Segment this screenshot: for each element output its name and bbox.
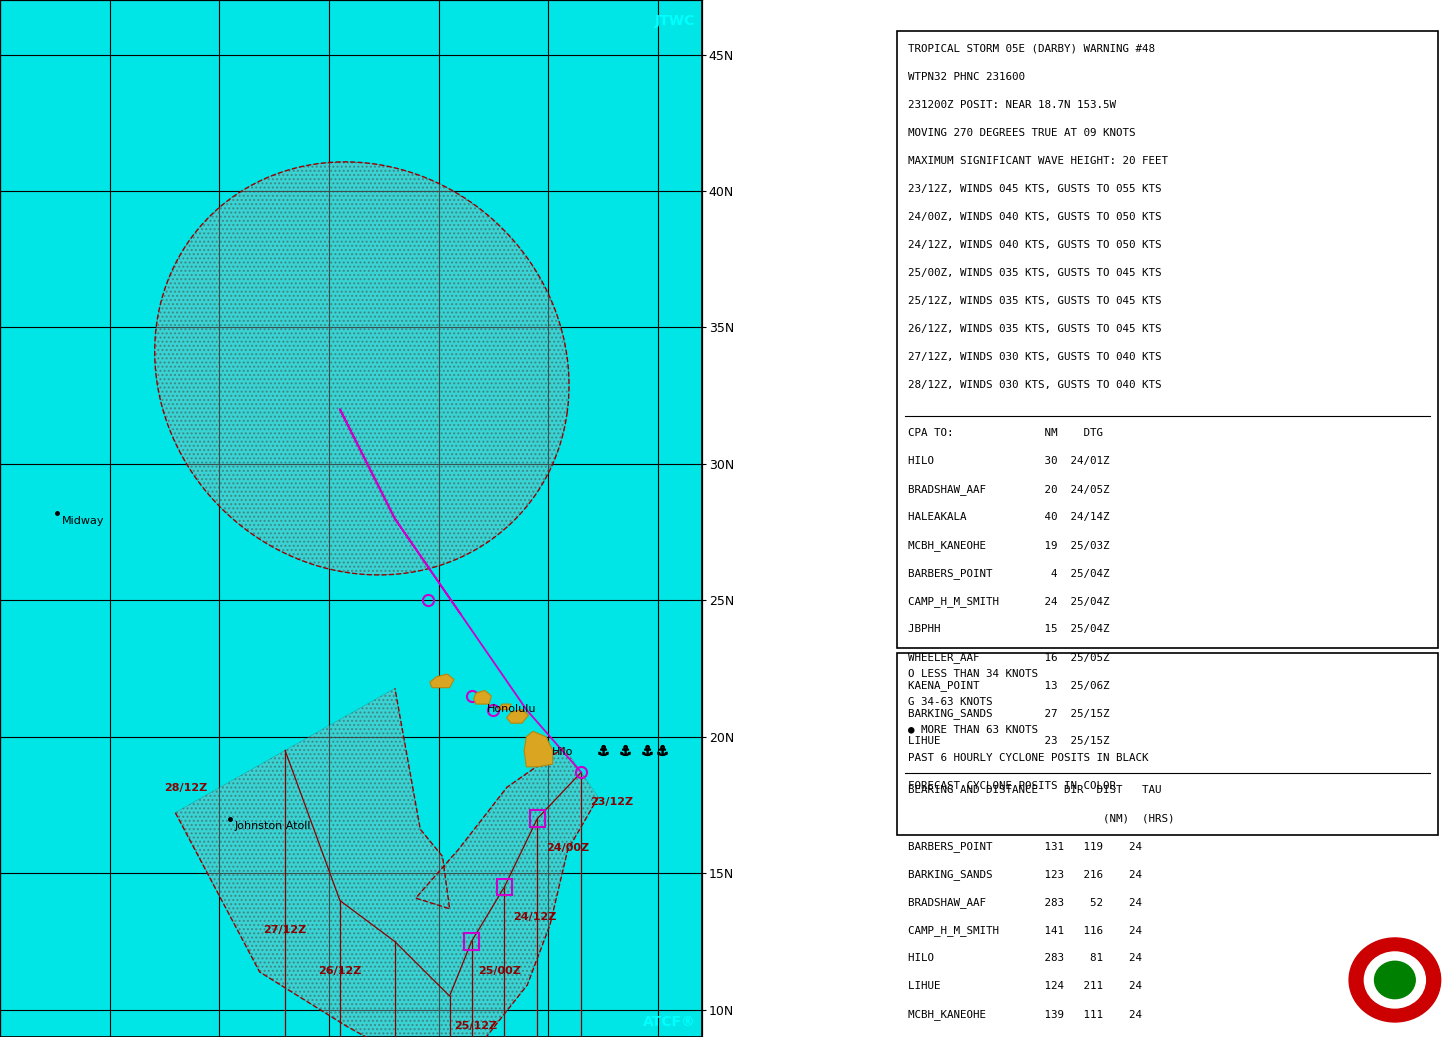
Text: BEARING AND DISTANCE    DIR  DIST   TAU: BEARING AND DISTANCE DIR DIST TAU <box>908 785 1162 795</box>
Text: CPA TO:              NM    DTG: CPA TO: NM DTG <box>908 428 1103 439</box>
Bar <box>530 811 545 826</box>
Bar <box>497 878 511 895</box>
Text: BARKING_SANDS        123   216    24: BARKING_SANDS 123 216 24 <box>908 869 1142 880</box>
Text: BRADSHAW_AAF         20  24/05Z: BRADSHAW_AAF 20 24/05Z <box>908 484 1110 496</box>
Text: Hilo: Hilo <box>552 748 572 757</box>
FancyBboxPatch shape <box>897 31 1438 648</box>
Polygon shape <box>507 709 529 723</box>
Text: HALEAKALA            40  24/14Z: HALEAKALA 40 24/14Z <box>908 512 1110 523</box>
Text: CAMP_H_M_SMITH       24  25/04Z: CAMP_H_M_SMITH 24 25/04Z <box>908 596 1110 608</box>
Text: Johnston Atoll: Johnston Atoll <box>235 821 311 832</box>
Text: WHEELER_AAF          16  25/05Z: WHEELER_AAF 16 25/05Z <box>908 652 1110 664</box>
Polygon shape <box>176 689 599 1037</box>
Text: O LESS THAN 34 KNOTS: O LESS THAN 34 KNOTS <box>908 669 1039 679</box>
Text: Honolulu: Honolulu <box>487 704 536 714</box>
Text: Midway: Midway <box>61 515 105 526</box>
Text: TROPICAL STORM 05E (DARBY) WARNING #48: TROPICAL STORM 05E (DARBY) WARNING #48 <box>908 44 1155 54</box>
Text: 24/00Z, WINDS 040 KTS, GUSTS TO 050 KTS: 24/00Z, WINDS 040 KTS, GUSTS TO 050 KTS <box>908 212 1162 222</box>
Text: PAST 6 HOURLY CYCLONE POSITS IN BLACK: PAST 6 HOURLY CYCLONE POSITS IN BLACK <box>908 753 1149 763</box>
Circle shape <box>1375 961 1415 999</box>
FancyBboxPatch shape <box>897 653 1438 835</box>
Text: WTPN32 PHNC 231600: WTPN32 PHNC 231600 <box>908 72 1026 82</box>
Text: JBPHH                15  25/04Z: JBPHH 15 25/04Z <box>908 624 1110 635</box>
Text: FORECAST CYCLONE POSITS IN COLOR: FORECAST CYCLONE POSITS IN COLOR <box>908 781 1116 791</box>
Text: HILO                 30  24/01Z: HILO 30 24/01Z <box>908 456 1110 467</box>
Text: 27/12Z: 27/12Z <box>263 925 307 935</box>
Text: 24/00Z: 24/00Z <box>546 843 590 853</box>
Polygon shape <box>154 162 570 574</box>
Text: ATCF®: ATCF® <box>642 1015 695 1029</box>
Text: ● MORE THAN 63 KNOTS: ● MORE THAN 63 KNOTS <box>908 725 1039 735</box>
Text: 23/12Z: 23/12Z <box>590 797 634 807</box>
Polygon shape <box>525 731 552 766</box>
Text: (NM)  (HRS): (NM) (HRS) <box>908 813 1175 823</box>
Text: 24/12Z: 24/12Z <box>513 912 556 922</box>
Text: 27/12Z, WINDS 030 KTS, GUSTS TO 040 KTS: 27/12Z, WINDS 030 KTS, GUSTS TO 040 KTS <box>908 352 1162 362</box>
Text: 23/12Z, WINDS 045 KTS, GUSTS TO 055 KTS: 23/12Z, WINDS 045 KTS, GUSTS TO 055 KTS <box>908 184 1162 194</box>
Text: 25/12Z: 25/12Z <box>453 1020 497 1031</box>
Text: 26/12Z: 26/12Z <box>318 966 362 976</box>
Text: 25/00Z, WINDS 035 KTS, GUSTS TO 045 KTS: 25/00Z, WINDS 035 KTS, GUSTS TO 045 KTS <box>908 268 1162 278</box>
Polygon shape <box>498 704 511 709</box>
Text: 231200Z POSIT: NEAR 18.7N 153.5W: 231200Z POSIT: NEAR 18.7N 153.5W <box>908 100 1116 110</box>
Text: MCBH_KANEOHE         139   111    24: MCBH_KANEOHE 139 111 24 <box>908 1009 1142 1020</box>
Text: G 34-63 KNOTS: G 34-63 KNOTS <box>908 697 992 707</box>
Text: BRADSHAW_AAF         283    52    24: BRADSHAW_AAF 283 52 24 <box>908 897 1142 908</box>
Text: 28/12Z: 28/12Z <box>164 783 208 793</box>
Text: MOVING 270 DEGREES TRUE AT 09 KNOTS: MOVING 270 DEGREES TRUE AT 09 KNOTS <box>908 128 1136 138</box>
Text: BARBERS_POINT        131   119    24: BARBERS_POINT 131 119 24 <box>908 841 1142 852</box>
Bar <box>464 933 479 950</box>
Text: CAMP_H_M_SMITH       141   116    24: CAMP_H_M_SMITH 141 116 24 <box>908 925 1142 936</box>
Polygon shape <box>474 691 491 704</box>
Text: 26/12Z, WINDS 035 KTS, GUSTS TO 045 KTS: 26/12Z, WINDS 035 KTS, GUSTS TO 045 KTS <box>908 324 1162 334</box>
Text: JTWC: JTWC <box>655 13 695 28</box>
Circle shape <box>1364 952 1425 1008</box>
Text: 25/12Z, WINDS 035 KTS, GUSTS TO 045 KTS: 25/12Z, WINDS 035 KTS, GUSTS TO 045 KTS <box>908 296 1162 306</box>
Text: HILO                 283    81    24: HILO 283 81 24 <box>908 953 1142 963</box>
Text: 28/12Z, WINDS 030 KTS, GUSTS TO 040 KTS: 28/12Z, WINDS 030 KTS, GUSTS TO 040 KTS <box>908 380 1162 390</box>
Text: KAENA_POINT          13  25/06Z: KAENA_POINT 13 25/06Z <box>908 680 1110 692</box>
Text: 25/00Z: 25/00Z <box>478 966 522 976</box>
Circle shape <box>1348 937 1441 1022</box>
Text: 24/12Z, WINDS 040 KTS, GUSTS TO 050 KTS: 24/12Z, WINDS 040 KTS, GUSTS TO 050 KTS <box>908 240 1162 250</box>
Text: MAXIMUM SIGNIFICANT WAVE HEIGHT: 20 FEET: MAXIMUM SIGNIFICANT WAVE HEIGHT: 20 FEET <box>908 156 1168 166</box>
Text: MCBH_KANEOHE         19  25/03Z: MCBH_KANEOHE 19 25/03Z <box>908 540 1110 552</box>
Text: BARKING_SANDS        27  25/15Z: BARKING_SANDS 27 25/15Z <box>908 708 1110 720</box>
Text: BARBERS_POINT         4  25/04Z: BARBERS_POINT 4 25/04Z <box>908 568 1110 580</box>
Text: LIHUE                124   211    24: LIHUE 124 211 24 <box>908 981 1142 991</box>
Text: LIHUE                23  25/15Z: LIHUE 23 25/15Z <box>908 736 1110 747</box>
Polygon shape <box>430 674 453 688</box>
